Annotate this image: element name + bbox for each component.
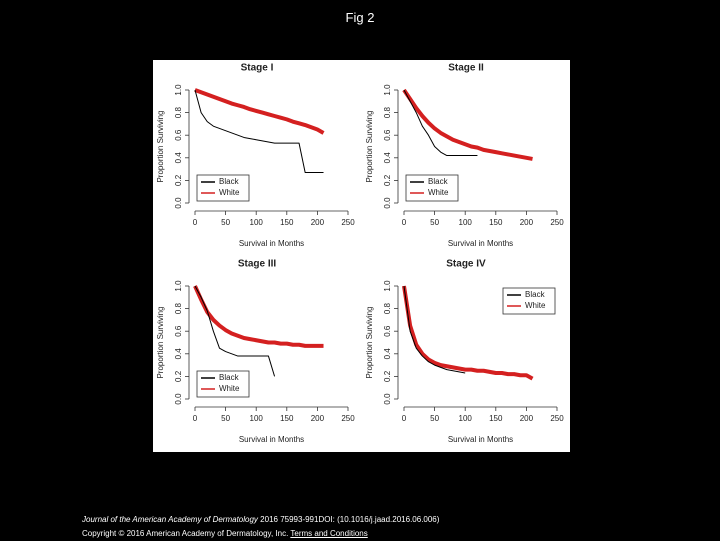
chart-title: Stage I bbox=[241, 63, 274, 74]
x-axis-label: Survival in Months bbox=[448, 435, 513, 444]
y-tick-label: 0.2 bbox=[383, 370, 392, 382]
x-tick-label: 50 bbox=[221, 218, 230, 227]
y-axis-label: Proportion Surviving bbox=[365, 306, 374, 378]
terms-link[interactable]: Terms and Conditions bbox=[290, 529, 368, 538]
legend-label: White bbox=[525, 301, 546, 310]
survival-curve bbox=[402, 285, 534, 381]
y-tick-label: 1.0 bbox=[383, 280, 392, 292]
x-tick-label: 100 bbox=[459, 218, 473, 227]
y-tick-label: 0.8 bbox=[174, 302, 183, 314]
chart-title: Stage III bbox=[238, 259, 277, 270]
y-tick-label: 0.0 bbox=[174, 393, 183, 405]
y-tick-label: 0.0 bbox=[383, 197, 392, 209]
x-tick-label: 200 bbox=[311, 414, 325, 423]
x-tick-label: 250 bbox=[341, 414, 355, 423]
legend-label: Black bbox=[525, 290, 546, 299]
x-tick-label: 150 bbox=[489, 218, 503, 227]
x-tick-label: 0 bbox=[193, 414, 198, 423]
y-tick-label: 0.6 bbox=[383, 325, 392, 337]
y-tick-label: 0.6 bbox=[383, 129, 392, 141]
y-tick-label: 0.2 bbox=[174, 370, 183, 382]
chart-title: Stage IV bbox=[446, 259, 486, 270]
survival-curve bbox=[194, 88, 325, 135]
x-tick-label: 200 bbox=[520, 414, 534, 423]
y-tick-label: 0.8 bbox=[383, 106, 392, 118]
x-tick-label: 250 bbox=[550, 218, 564, 227]
legend-box bbox=[405, 174, 459, 202]
survival-curve bbox=[403, 89, 478, 157]
slide-title: Fig 2 bbox=[345, 10, 375, 25]
y-tick-label: 0.0 bbox=[174, 197, 183, 209]
x-tick-label: 50 bbox=[430, 414, 439, 423]
y-axis-label: Proportion Surviving bbox=[365, 110, 374, 182]
journal: Journal of the American Academy of Derma… bbox=[82, 515, 258, 524]
y-axis-label: Proportion Surviving bbox=[156, 110, 165, 182]
y-tick-label: 1.0 bbox=[174, 84, 183, 96]
x-tick-label: 0 bbox=[402, 218, 407, 227]
y-tick-label: 1.0 bbox=[174, 280, 183, 292]
x-axis-label: Survival in Months bbox=[448, 239, 513, 248]
x-tick-label: 50 bbox=[221, 414, 230, 423]
chart-title: Stage II bbox=[448, 63, 484, 74]
footer: Journal of the American Academy of Derma… bbox=[82, 513, 439, 541]
copyright: Copyright © 2016 American Academy of Der… bbox=[82, 529, 289, 538]
survival-curve bbox=[194, 285, 276, 377]
x-tick-label: 150 bbox=[280, 218, 294, 227]
y-tick-label: 0.4 bbox=[174, 152, 183, 164]
legend-box bbox=[196, 174, 250, 202]
x-tick-label: 100 bbox=[250, 218, 264, 227]
legend-label: White bbox=[428, 188, 449, 197]
x-tick-label: 0 bbox=[402, 414, 407, 423]
citation: 2016 75993-991DOI: (10.1016/j.jaad.2016.… bbox=[260, 515, 440, 524]
citation-line: Journal of the American Academy of Derma… bbox=[82, 513, 439, 527]
x-tick-label: 150 bbox=[489, 414, 503, 423]
legend-label: Black bbox=[219, 177, 240, 186]
y-tick-label: 0.2 bbox=[174, 174, 183, 186]
y-tick-label: 0.4 bbox=[383, 348, 392, 360]
legend-box bbox=[502, 287, 556, 315]
legend-label: Black bbox=[428, 177, 449, 186]
x-tick-label: 100 bbox=[459, 414, 473, 423]
x-axis-label: Survival in Months bbox=[239, 435, 304, 444]
legend-label: White bbox=[219, 188, 240, 197]
x-tick-label: 100 bbox=[250, 414, 264, 423]
x-tick-label: 0 bbox=[193, 218, 198, 227]
y-tick-label: 0.8 bbox=[174, 106, 183, 118]
y-tick-label: 0.8 bbox=[383, 302, 392, 314]
y-tick-label: 0.6 bbox=[174, 129, 183, 141]
survival-curve bbox=[403, 285, 466, 374]
copyright-line: Copyright © 2016 American Academy of Der… bbox=[82, 527, 439, 541]
x-tick-label: 250 bbox=[550, 414, 564, 423]
survival-curve bbox=[194, 89, 324, 173]
x-tick-label: 200 bbox=[311, 218, 325, 227]
y-tick-label: 0.4 bbox=[174, 348, 183, 360]
y-tick-label: 1.0 bbox=[383, 84, 392, 96]
x-tick-label: 200 bbox=[520, 218, 534, 227]
y-axis-label: Proportion Surviving bbox=[156, 306, 165, 378]
y-tick-label: 0.2 bbox=[383, 174, 392, 186]
x-tick-label: 150 bbox=[280, 414, 294, 423]
x-axis-label: Survival in Months bbox=[239, 239, 304, 248]
y-tick-label: 0.4 bbox=[383, 152, 392, 164]
x-tick-label: 50 bbox=[430, 218, 439, 227]
survival-curve bbox=[193, 285, 324, 348]
legend-label: Black bbox=[219, 373, 240, 382]
legend-box bbox=[196, 370, 250, 398]
x-tick-label: 250 bbox=[341, 218, 355, 227]
legend-label: White bbox=[219, 384, 240, 393]
y-tick-label: 0.6 bbox=[174, 325, 183, 337]
y-tick-label: 0.0 bbox=[383, 393, 392, 405]
survival-curve bbox=[402, 88, 533, 161]
